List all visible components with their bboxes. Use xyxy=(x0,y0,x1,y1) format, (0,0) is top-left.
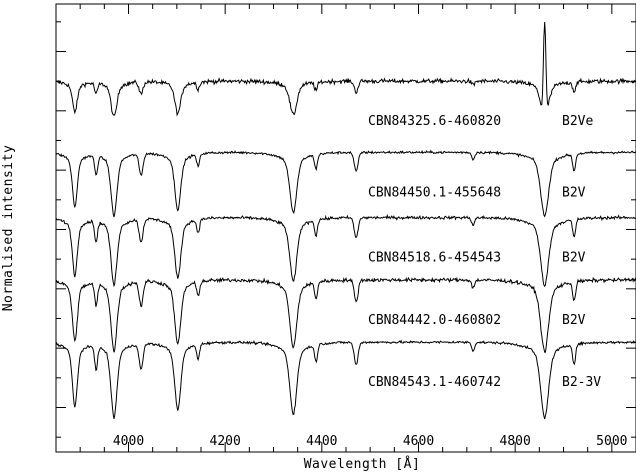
x-tick-labels: 4000 4200 4400 4600 4800 5000 xyxy=(113,434,628,449)
spectral-type-label: B2V xyxy=(562,185,586,200)
x-axis-label: Wavelength [Å] xyxy=(304,456,421,472)
spectrum-name-label: CBN84543.1-460742 xyxy=(368,375,501,390)
y-axis-label: Normalised intensity xyxy=(1,145,16,312)
spectral-type-label: B2V xyxy=(562,251,586,266)
x-tick-label: 4000 xyxy=(113,434,144,449)
spectrum-name-label: CBN84325.6-460820 xyxy=(368,114,501,129)
spectrum-line-0 xyxy=(55,21,636,117)
spectral-type-label: B2Ve xyxy=(562,114,593,129)
spectral-type-label: B2V xyxy=(562,313,586,328)
x-tick-label: 4200 xyxy=(210,434,241,449)
spectral-type-label: B2-3V xyxy=(562,375,601,390)
spectrum-name-label: CBN84518.6-454543 xyxy=(368,251,501,266)
spectrum-name-label: CBN84450.1-455648 xyxy=(368,185,501,200)
spectrum-line-3 xyxy=(55,276,636,353)
spectrum-line-4 xyxy=(55,339,636,420)
spectrum-line-2 xyxy=(55,213,636,288)
spectrum-labels: CBN84325.6-460820 B2Ve CBN84450.1-455648 B2… xyxy=(368,114,601,390)
x-tick-label: 4800 xyxy=(500,434,531,449)
x-tick-label: 4400 xyxy=(306,434,337,449)
x-tick-label: 4600 xyxy=(403,434,434,449)
spectrum-line-1 xyxy=(55,149,636,218)
spectra-series xyxy=(55,21,636,420)
axis-ticks xyxy=(56,4,636,452)
x-tick-label: 5000 xyxy=(596,434,627,449)
spectrum-name-label: CBN84442.0-460802 xyxy=(368,313,501,328)
